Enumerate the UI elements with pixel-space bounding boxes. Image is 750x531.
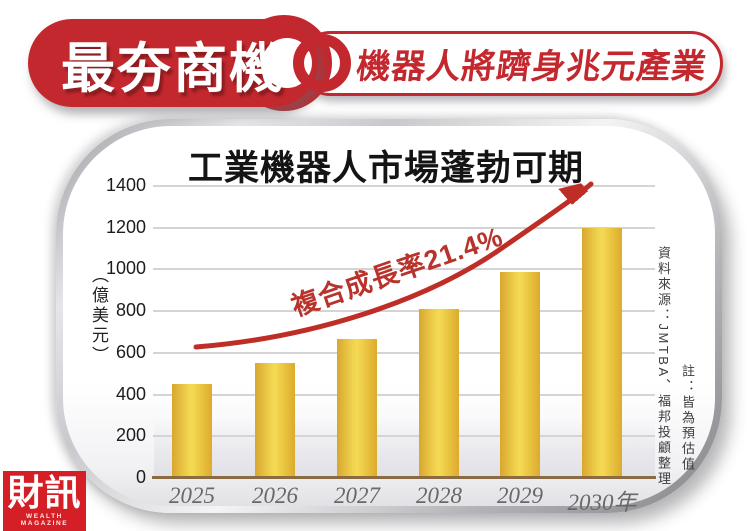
y-tick-label: 1000 — [105, 258, 146, 279]
x-tick-label: 2030年 — [567, 490, 637, 515]
x-tick-label: 2025 — [169, 483, 215, 508]
estimate-note: 註：皆為預估值 — [680, 364, 695, 473]
bar — [582, 227, 622, 478]
bar — [419, 309, 459, 478]
growth-arrow — [193, 160, 594, 350]
gridline — [153, 435, 655, 438]
y-tick-label: 1200 — [105, 216, 146, 237]
gridline — [153, 185, 655, 187]
wealth-magazine-logo: 財訊 WEALTH MAGAZINE — [3, 471, 86, 531]
x-tick-label: 2026 — [252, 483, 298, 508]
x-tick-label: 2027 — [334, 483, 380, 508]
x-axis-baseline — [152, 476, 656, 479]
source-note: 資料來源：JMTBA、福邦投顧整理 — [656, 246, 671, 488]
topic-text: 最夯商機 — [61, 38, 285, 99]
y-axis-unit-label: （億美元） — [89, 266, 108, 366]
gridline — [153, 268, 655, 271]
y-tick-label: 800 — [115, 300, 146, 321]
gridline — [153, 393, 655, 396]
x-tick-label: 2028 — [416, 483, 462, 508]
x-tick-label: 2029 — [497, 483, 543, 508]
gridline — [153, 226, 655, 229]
bar — [172, 384, 212, 478]
headline-text: 機器人將躋身兆元產業 — [353, 48, 709, 86]
logo-subtitle: WEALTH MAGAZINE — [20, 513, 69, 527]
headline-pill: 機器人將躋身兆元產業 — [298, 31, 723, 96]
y-tick-label: 600 — [115, 341, 146, 362]
y-tick-label: 400 — [115, 383, 146, 404]
gridline — [153, 310, 655, 313]
plot-bottom-shade — [154, 418, 655, 477]
logo-title: 財訊 — [7, 473, 82, 513]
chain-link-ring-icon — [293, 34, 351, 92]
gridline — [153, 351, 655, 354]
bar — [337, 339, 377, 478]
y-tick-label: 0 — [135, 467, 146, 487]
bar — [500, 271, 540, 478]
y-tick-label: 200 — [115, 425, 146, 446]
bar — [255, 363, 295, 478]
y-tick-label: 1400 — [105, 175, 146, 195]
chart-title: 工業機器人市場蓬勃可期 — [188, 149, 585, 188]
